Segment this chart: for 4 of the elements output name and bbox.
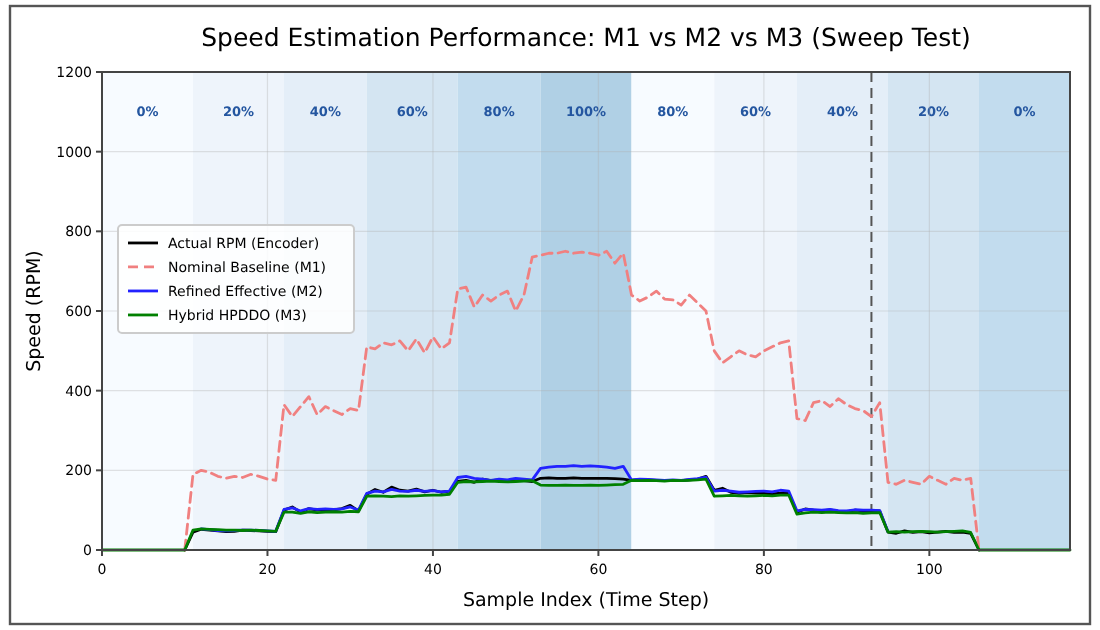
chart-title: Speed Estimation Performance: M1 vs M2 vs M3 (Sweep Test) xyxy=(201,22,971,52)
line-series xyxy=(199,464,890,534)
x-axis-title: Sample Index (Time Step) xyxy=(462,590,710,612)
y-axis-title: Speed (RPM) xyxy=(24,250,46,372)
